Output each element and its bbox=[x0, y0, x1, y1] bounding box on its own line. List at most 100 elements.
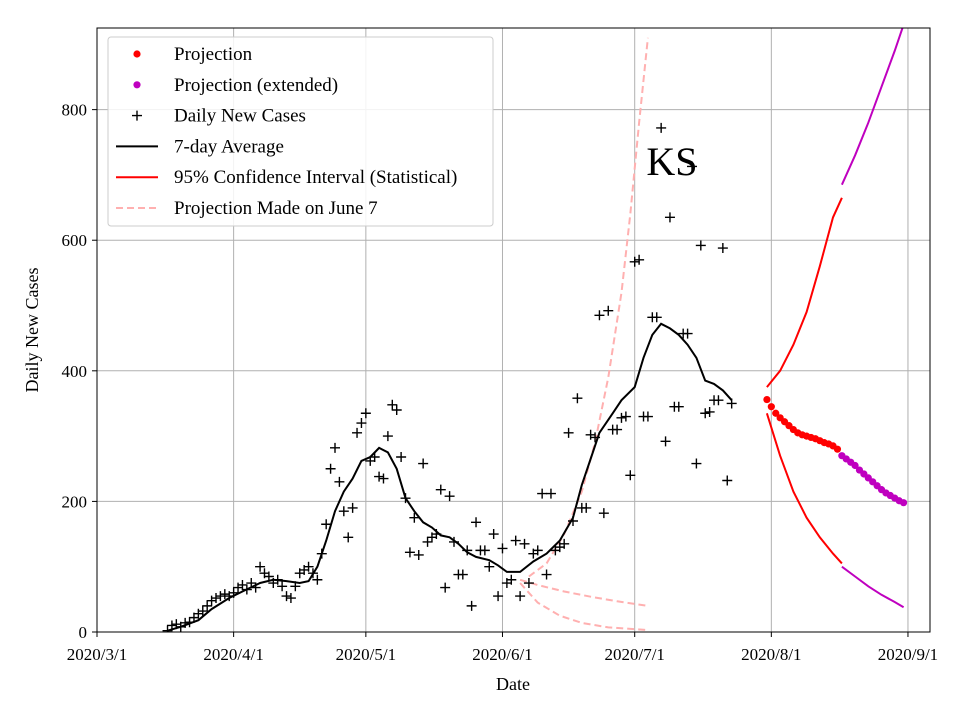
legend-marker bbox=[133, 50, 141, 58]
data-point bbox=[629, 256, 640, 267]
data-point bbox=[307, 568, 318, 579]
data-point bbox=[664, 212, 675, 223]
data-point bbox=[519, 538, 530, 549]
data-point bbox=[396, 452, 407, 463]
data-point bbox=[321, 519, 332, 530]
data-point bbox=[285, 593, 296, 604]
data-point bbox=[532, 545, 543, 556]
data-point bbox=[444, 491, 455, 502]
data-point bbox=[325, 463, 336, 474]
x-tick-label: 2020/8/1 bbox=[741, 645, 801, 664]
data-point bbox=[391, 404, 402, 415]
data-point bbox=[651, 312, 662, 323]
projection-point bbox=[833, 445, 842, 453]
data-point bbox=[255, 561, 266, 572]
data-point bbox=[330, 442, 340, 453]
data-point bbox=[656, 122, 667, 133]
legend-marker bbox=[133, 81, 141, 89]
95-confidence-interval-statistical-line bbox=[766, 197, 843, 388]
data-point bbox=[713, 395, 724, 406]
legend-item-95-confidence-interval-statistical: 95% Confidence Interval (Statistical) bbox=[116, 167, 457, 188]
legend-label: Projection (extended) bbox=[174, 75, 338, 96]
7-day-average-line bbox=[167, 322, 733, 632]
data-point bbox=[488, 529, 499, 540]
projection-extended-point bbox=[851, 461, 859, 470]
data-point bbox=[568, 515, 578, 526]
data-point bbox=[233, 582, 244, 593]
data-point bbox=[435, 484, 446, 495]
data-point bbox=[545, 488, 556, 499]
data-point bbox=[515, 591, 526, 602]
95-confidence-interval-extended-line bbox=[841, 565, 905, 609]
legend-label: 95% Confidence Interval (Statistical) bbox=[174, 167, 457, 188]
data-point bbox=[695, 240, 706, 251]
data-point bbox=[559, 538, 570, 549]
data-point bbox=[700, 408, 711, 419]
projection-extended-point bbox=[899, 499, 908, 507]
data-point bbox=[691, 458, 702, 469]
legend-item-daily-new-cases: Daily New Cases bbox=[132, 106, 306, 127]
data-point bbox=[211, 593, 221, 604]
y-tick-label: 0 bbox=[79, 623, 88, 642]
data-point bbox=[290, 581, 301, 592]
data-point bbox=[620, 411, 631, 422]
data-point bbox=[303, 561, 314, 572]
legend-label: 7-day Average bbox=[174, 136, 284, 157]
data-point bbox=[598, 508, 609, 519]
projection-made-on-june-7-line bbox=[519, 578, 649, 607]
legend-item-projection-made-on-june-7: Projection Made on June 7 bbox=[116, 198, 378, 219]
legend-label: Projection bbox=[174, 44, 253, 65]
projection-point bbox=[772, 409, 780, 417]
data-point bbox=[215, 591, 226, 602]
data-point bbox=[682, 328, 693, 339]
data-point bbox=[378, 473, 389, 484]
data-point bbox=[171, 619, 182, 630]
legend: Projection Projection (extended) Daily New… bbox=[107, 36, 494, 227]
data-point bbox=[312, 574, 323, 585]
y-tick-label: 800 bbox=[62, 101, 88, 120]
95-confidence-interval-statistical-line bbox=[765, 413, 843, 565]
data-point bbox=[717, 243, 728, 254]
data-point bbox=[237, 579, 248, 590]
x-tick-label: 2020/4/1 bbox=[203, 645, 263, 664]
data-point bbox=[687, 161, 697, 172]
data-point bbox=[374, 471, 385, 482]
data-point bbox=[422, 536, 433, 547]
data-point bbox=[409, 512, 420, 523]
data-point bbox=[572, 393, 583, 404]
data-point bbox=[202, 600, 213, 611]
data-point bbox=[704, 406, 715, 417]
data-point bbox=[400, 493, 411, 504]
data-point bbox=[166, 620, 177, 631]
data-point bbox=[603, 305, 614, 316]
data-point bbox=[484, 561, 495, 572]
data-point bbox=[594, 310, 605, 321]
projection-point bbox=[767, 403, 775, 411]
legend-box bbox=[107, 36, 494, 227]
data-point bbox=[722, 475, 733, 486]
legend-item-7-day-average: 7-day Average bbox=[116, 136, 284, 157]
x-tick-label: 2020/5/1 bbox=[336, 645, 396, 664]
legend-item-projection: Projection bbox=[133, 44, 253, 65]
data-point bbox=[431, 529, 442, 540]
data-point bbox=[228, 587, 239, 598]
data-point bbox=[360, 408, 371, 419]
legend-label: Projection Made on June 7 bbox=[174, 198, 378, 219]
x-tick-label: 2020/7/1 bbox=[604, 645, 664, 664]
state-annotation: KS bbox=[646, 139, 697, 184]
data-point bbox=[356, 418, 367, 429]
data-point bbox=[673, 401, 684, 412]
y-tick-label: 200 bbox=[62, 492, 88, 511]
plot-frame bbox=[96, 27, 931, 633]
data-point bbox=[387, 399, 398, 410]
data-point bbox=[497, 543, 508, 554]
data-point bbox=[440, 582, 451, 593]
data-point bbox=[382, 431, 393, 442]
data-point bbox=[369, 452, 380, 463]
data-point bbox=[250, 582, 261, 593]
data-point bbox=[338, 506, 349, 517]
y-tick-label: 600 bbox=[62, 231, 88, 250]
data-point bbox=[616, 412, 627, 423]
data-point bbox=[184, 617, 195, 628]
data-point bbox=[352, 427, 363, 438]
